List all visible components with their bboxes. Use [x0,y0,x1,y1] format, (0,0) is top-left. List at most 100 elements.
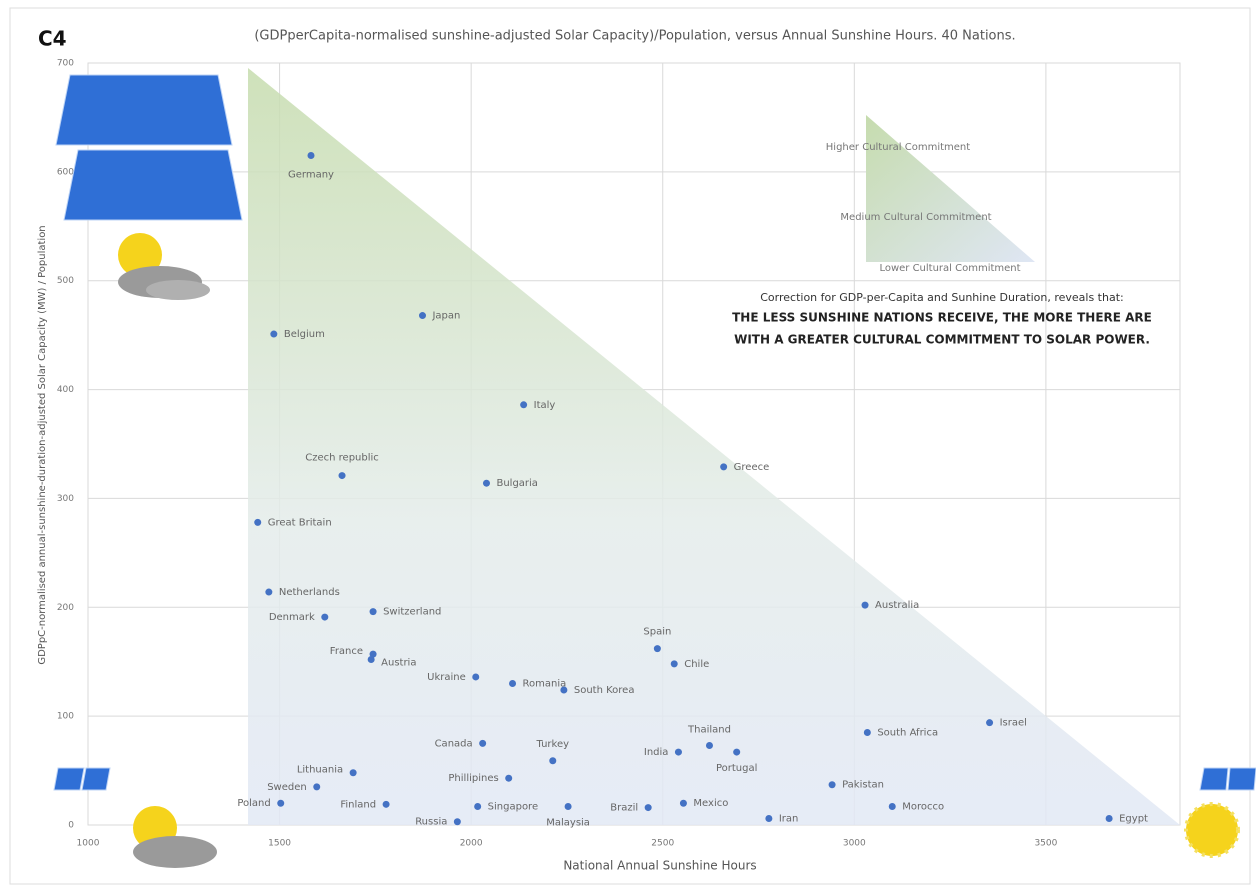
data-point [339,472,346,479]
point-label: Phillipines [448,773,498,784]
point-label: Netherlands [279,587,340,598]
data-point [565,803,572,810]
legend-label: Higher Cultural Commitment [826,142,970,153]
point-label: Switzerland [383,607,441,618]
data-point [474,803,481,810]
point-label: Poland [237,798,270,809]
data-point [706,742,713,749]
data-point [549,757,556,764]
point-label: Lithuania [297,765,343,776]
data-point [509,680,516,687]
point-label: Russia [415,817,447,828]
y-axis-label: GDPpC-normalised annual-sunshine-duratio… [37,225,48,664]
data-point [472,673,479,680]
point-label: Denmark [269,612,315,623]
point-label: Israel [1000,718,1027,729]
data-point [265,589,272,596]
data-point [864,729,871,736]
x-tick-label: 2500 [651,839,674,849]
y-tick-label: 500 [57,276,74,286]
point-label: Finland [340,799,376,810]
point-label: Austria [381,658,416,669]
data-point [862,602,869,609]
data-point [370,608,377,615]
data-point [277,800,284,807]
point-label: Greece [734,462,770,473]
point-label: Australia [875,600,919,611]
data-point [720,463,727,470]
data-point [1106,815,1113,822]
data-point [654,645,661,652]
point-label: France [330,646,363,657]
point-label: Italy [534,400,556,411]
y-tick-label: 200 [57,603,74,613]
point-label: Germany [288,170,334,181]
point-label: Singapore [488,801,538,812]
data-point [350,769,357,776]
data-point [733,749,740,756]
data-point [765,815,772,822]
annotation: WITH A GREATER CULTURAL COMMITMENT TO SO… [734,333,1150,347]
point-label: Bulgaria [496,478,537,489]
point-label: Belgium [284,329,325,340]
point-label: Ukraine [427,672,466,683]
x-tick-label: 3500 [1034,839,1057,849]
data-point [254,519,261,526]
x-axis-label: National Annual Sunshine Hours [563,859,756,873]
annotation: THE LESS SUNSHINE NATIONS RECEIVE, THE M… [732,311,1152,325]
point-label: Turkey [535,739,569,750]
point-label: South Korea [574,685,635,696]
point-label: Morocco [902,801,944,812]
data-point [383,801,390,808]
point-label: Romania [523,678,567,689]
data-point [829,781,836,788]
data-point [483,480,490,487]
data-point [419,312,426,319]
point-label: Sweden [267,782,307,793]
data-point [270,331,277,338]
chart-title: (GDPperCapita-normalised sunshine-adjust… [254,29,1015,44]
point-label: Spain [643,627,671,638]
point-label: Canada [435,738,473,749]
data-point [454,818,461,825]
y-tick-label: 0 [68,821,74,831]
point-label: Czech republic [305,453,379,464]
point-label: Malaysia [546,817,590,828]
y-tick-label: 600 [57,167,74,177]
point-label: Chile [684,659,709,670]
point-label: India [644,747,669,758]
point-label: Iran [779,813,799,824]
data-point [675,749,682,756]
data-point [645,804,652,811]
data-point [368,656,375,663]
annotation: Correction for GDP-per-Capita and Sunhin… [760,291,1123,304]
y-tick-label: 700 [57,59,74,69]
data-point [313,783,320,790]
page: 0100200300400500600700100015002000250030… [0,0,1256,894]
point-label: Mexico [693,798,728,809]
data-point [520,401,527,408]
y-tick-label: 400 [57,385,74,395]
panel-label: C4 [38,27,67,51]
data-point [560,687,567,694]
point-label: Great Britain [268,517,332,528]
y-tick-label: 100 [57,712,74,722]
data-point [889,803,896,810]
legend-label: Lower Cultural Commitment [879,263,1020,274]
data-point [307,152,314,159]
point-label: Thailand [687,725,731,736]
point-label: Egypt [1119,813,1148,824]
point-label: Brazil [610,803,638,814]
legend-label: Medium Cultural Commitment [840,212,991,223]
x-tick-label: 2000 [460,839,483,849]
y-tick-label: 300 [57,494,74,504]
data-point [505,775,512,782]
x-tick-label: 1000 [77,839,100,849]
data-point [671,660,678,667]
data-point [479,740,486,747]
data-point [680,800,687,807]
chart: 0100200300400500600700100015002000250030… [0,0,1256,890]
data-point [321,614,328,621]
x-tick-label: 3000 [843,839,866,849]
point-label: South Africa [877,727,938,738]
